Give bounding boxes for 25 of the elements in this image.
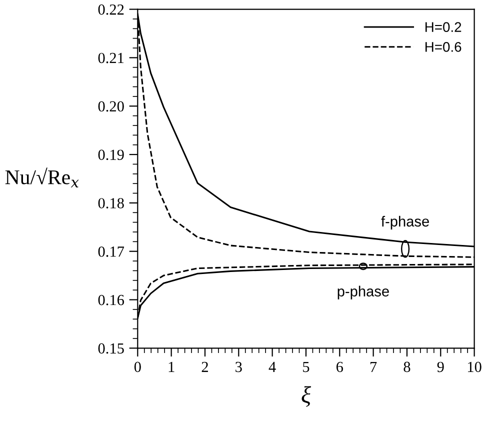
y-tick-label: 0.18 (98, 198, 124, 208)
x-tick-label: 9 (437, 362, 444, 372)
annotation: p-phase (338, 286, 389, 300)
x-tick-label: 5 (303, 362, 310, 372)
legend-label: H=0.2 (425, 22, 462, 32)
x-tick-label: 1 (168, 362, 174, 372)
x-tick-label: 3 (236, 362, 242, 372)
y-tick-label: 0.20 (98, 101, 124, 112)
y-tick-label: 0.16 (98, 294, 124, 306)
x-tick-label: 10 (468, 362, 482, 372)
x-tick-label: 7 (370, 362, 377, 372)
x-tick-label: 0 (134, 362, 141, 372)
y-tick-label: 0.22 (98, 4, 124, 15)
legend-label: H=0.6 (425, 42, 462, 52)
x-tick-label: 2 (202, 362, 208, 372)
y-axis-title: Nu/√Re$_{x}$ (5, 168, 79, 188)
x-tick-label: 8 (404, 362, 410, 372)
x-tick-label: 4 (268, 362, 276, 372)
annotation: f-phase (381, 216, 429, 230)
y-tick-label: 0.19 (98, 150, 124, 160)
y-tick-label: 0.15 (98, 343, 124, 354)
x-tick-label: 6 (336, 362, 344, 372)
y-tick-label: 0.17 (98, 246, 124, 257)
y-tick-label: 0.21 (98, 52, 124, 64)
x-axis-title: ξ (302, 386, 312, 407)
